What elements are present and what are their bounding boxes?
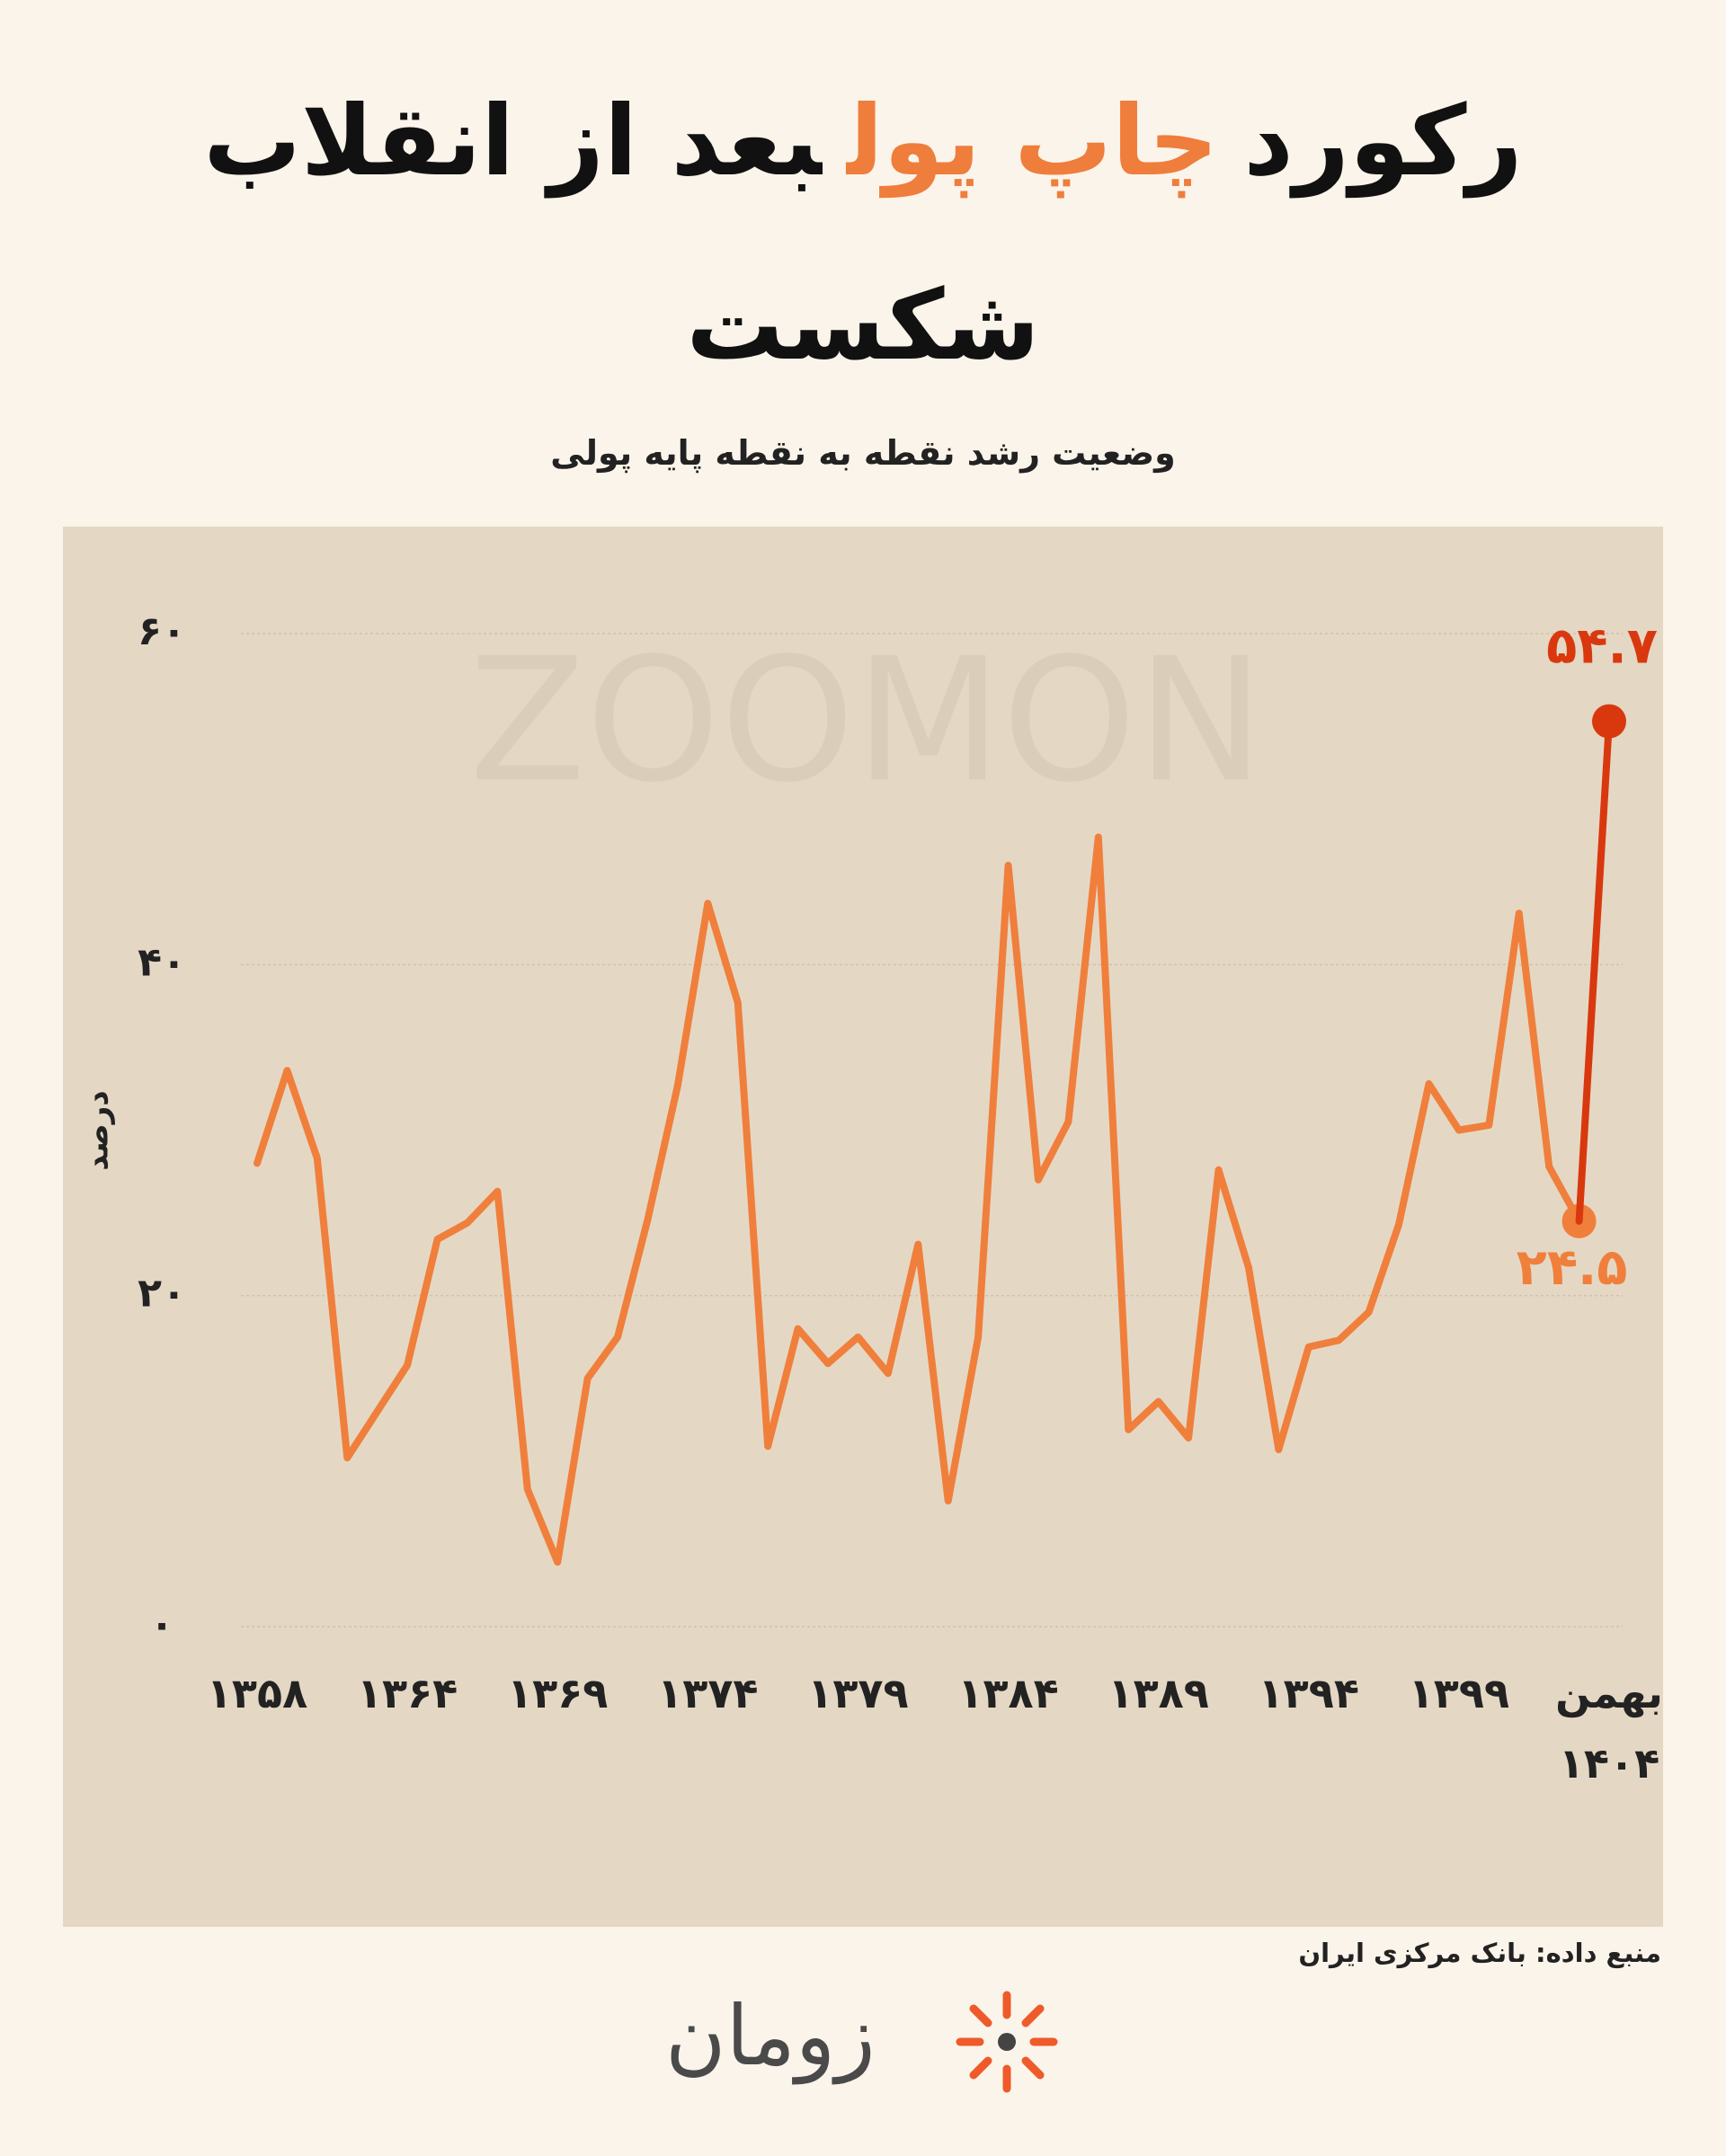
x-tick-label: ۱۳۷۹: [807, 1669, 909, 1717]
logo-ray: [1021, 2004, 1045, 2027]
title-part: رکورد: [1243, 85, 1523, 198]
y-axis-label: درصد: [80, 1090, 116, 1171]
y-tick-label: ۲۰: [138, 1271, 186, 1317]
x-tick-label: ۱۳۷۴: [657, 1669, 759, 1717]
logo-text: زومان: [665, 1988, 876, 2084]
line: [1575, 717, 1613, 1225]
x-tick-label: ۱۳۹۴: [1258, 1669, 1359, 1717]
title-highlight: چاپ پول: [847, 85, 1219, 198]
x-tick-label: بهمن ۱۴۰۴: [1555, 1669, 1663, 1788]
line: [254, 833, 1583, 1566]
x-tick-label: ۱۳۸۴: [957, 1669, 1059, 1717]
logo-ray: [969, 2004, 992, 2027]
source-note: منبع داده: بانک مرکزی ایران: [1298, 1938, 1661, 1968]
y-tick-label: ۰: [150, 1601, 174, 1647]
chart-title: رکوردچاپ پولبعد از انقلاب: [0, 85, 1726, 198]
logo-ray: [969, 2056, 992, 2080]
title-part: بعد از انقلاب: [203, 85, 822, 198]
chart-title-line2: شکست: [686, 270, 1040, 382]
point: [1592, 704, 1626, 739]
logo-icon: [956, 1991, 1058, 2093]
logo-ray: [1021, 2056, 1045, 2080]
chart-subtitle: وضعیت رشد نقطه به نقطه پایه پولی: [550, 433, 1176, 473]
watermark: ZOOMON: [469, 621, 1265, 820]
x-tick-label: ۱۳۸۹: [1108, 1669, 1209, 1717]
x-tick-label: ۱۳۹۹: [1408, 1669, 1510, 1717]
y-tick-label: ۶۰: [138, 608, 186, 654]
series: ۲۴.۵: [254, 833, 1628, 1566]
series: ۵۴.۷: [1546, 617, 1658, 1225]
x-tick-label: ۱۳۵۸: [206, 1669, 308, 1717]
x-tick-label: ۱۳۶۹: [507, 1669, 609, 1717]
logo-rays: [956, 1991, 1058, 2093]
y-tick-label: ۴۰: [138, 939, 186, 985]
value-label: ۵۴.۷: [1546, 617, 1658, 676]
value-label: ۲۴.۵: [1517, 1238, 1628, 1297]
x-tick-label: ۱۳۶۴: [356, 1669, 458, 1717]
logo-core: [998, 2033, 1016, 2051]
